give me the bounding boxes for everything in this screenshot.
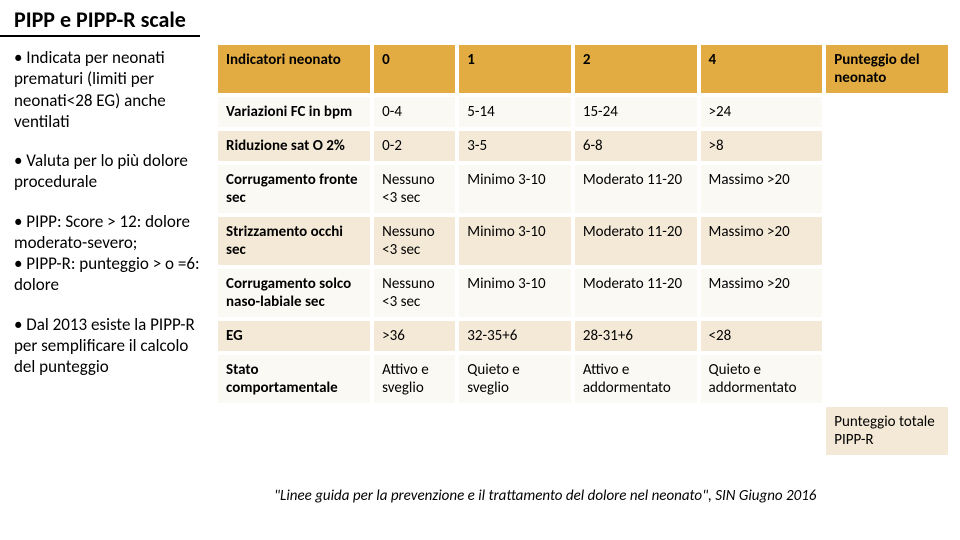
table-cell: Corrugamento solco naso-labiale sec <box>218 269 370 317</box>
table-cell: 3-5 <box>459 131 571 161</box>
spacer-cell <box>218 407 822 455</box>
col-header-0: 0 <box>374 45 455 93</box>
table-cell: Massimo >20 <box>701 217 823 265</box>
table-cell: Riduzione sat O 2% <box>218 131 370 161</box>
col-header-indicator: Indicatori neonato <box>218 45 370 93</box>
table-row: Riduzione sat O 2%0-23-56-8>8 <box>218 131 948 161</box>
table-cell: 5-14 <box>459 97 571 127</box>
table-cell: EG <box>218 321 370 351</box>
table-cell: Moderato 11-20 <box>575 269 697 317</box>
table-cell: 32-35+6 <box>459 321 571 351</box>
table-row: Corrugamento solco naso-labiale secNessu… <box>218 269 948 317</box>
table-cell: Minimo 3-10 <box>459 269 571 317</box>
total-label-cell: Punteggio totale PIPP-R <box>826 407 948 455</box>
table-cell: Moderato 11-20 <box>575 217 697 265</box>
table-cell: >24 <box>701 97 823 127</box>
col-header-2: 2 <box>575 45 697 93</box>
table-row: Variazioni FC in bpm0-45-1415-24>24 <box>218 97 948 127</box>
table-cell <box>826 321 948 351</box>
table-cell: Attivo e sveglio <box>374 355 455 403</box>
table-cell: <28 <box>701 321 823 351</box>
table-cell: >36 <box>374 321 455 351</box>
table-cell: 0-4 <box>374 97 455 127</box>
main-panel: Indicatori neonato 0 1 2 4 Punteggio del… <box>210 37 960 505</box>
table-cell: Massimo >20 <box>701 165 823 213</box>
table-cell: Quieto e addormentato <box>701 355 823 403</box>
table-total-row: Punteggio totale PIPP-R <box>218 407 948 455</box>
citation-text: "Linee guida per la prevenzione e il tra… <box>214 459 952 505</box>
page-title: PIPP e PIPP-R scale <box>0 0 200 37</box>
table-cell: Nessuno <3 sec <box>374 217 455 265</box>
table-cell: Moderato 11-20 <box>575 165 697 213</box>
table-cell <box>826 131 948 161</box>
table-body: Variazioni FC in bpm0-45-1415-24>24 Riduz… <box>218 97 948 455</box>
bullet-item: • PIPP: Score > 12: dolore moderato-seve… <box>14 211 202 296</box>
table-cell <box>826 355 948 403</box>
table-cell: Minimo 3-10 <box>459 217 571 265</box>
table-cell: 0-2 <box>374 131 455 161</box>
table-cell: 6-8 <box>575 131 697 161</box>
table-row: Corrugamento fronte secNessuno <3 secMin… <box>218 165 948 213</box>
table-cell: Nessuno <3 sec <box>374 165 455 213</box>
table-cell <box>826 217 948 265</box>
col-header-score: Punteggio del neonato <box>826 45 948 93</box>
table-cell: 28-31+6 <box>575 321 697 351</box>
table-row: Strizzamento occhi secNessuno <3 secMini… <box>218 217 948 265</box>
col-header-1: 1 <box>459 45 571 93</box>
col-header-4: 4 <box>701 45 823 93</box>
table-cell: Strizzamento occhi sec <box>218 217 370 265</box>
table-cell: Quieto e sveglio <box>459 355 571 403</box>
table-cell: Nessuno <3 sec <box>374 269 455 317</box>
table-cell: 15-24 <box>575 97 697 127</box>
table-cell: Stato comportamentale <box>218 355 370 403</box>
bullet-item: • Indicata per neonati prematuri (limiti… <box>14 47 202 132</box>
table-cell: Attivo e addormentato <box>575 355 697 403</box>
table-row: EG>3632-35+628-31+6<28 <box>218 321 948 351</box>
table-cell <box>826 165 948 213</box>
pipp-table: Indicatori neonato 0 1 2 4 Punteggio del… <box>214 41 952 459</box>
content-area: • Indicata per neonati prematuri (limiti… <box>0 37 960 505</box>
table-cell: Minimo 3-10 <box>459 165 571 213</box>
table-cell: Corrugamento fronte sec <box>218 165 370 213</box>
table-cell: >8 <box>701 131 823 161</box>
sidebar: • Indicata per neonati prematuri (limiti… <box>0 37 210 405</box>
table-row: Stato comportamentaleAttivo e sveglioQui… <box>218 355 948 403</box>
table-cell: Massimo >20 <box>701 269 823 317</box>
table-header-row: Indicatori neonato 0 1 2 4 Punteggio del… <box>218 45 948 93</box>
table-cell <box>826 97 948 127</box>
bullet-item: • Valuta per lo più dolore procedurale <box>14 150 202 193</box>
bullet-item: • Dal 2013 esiste la PIPP-R per semplifi… <box>14 314 202 378</box>
table-cell <box>826 269 948 317</box>
table-cell: Variazioni FC in bpm <box>218 97 370 127</box>
